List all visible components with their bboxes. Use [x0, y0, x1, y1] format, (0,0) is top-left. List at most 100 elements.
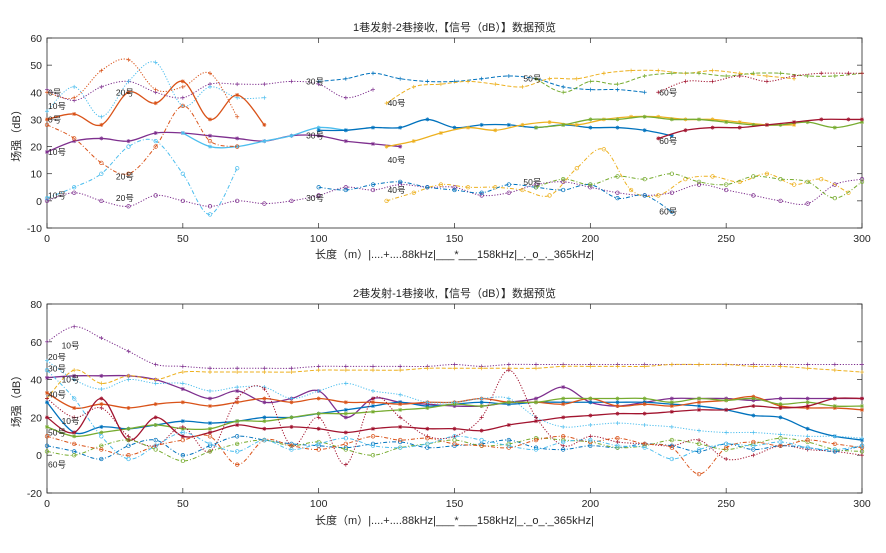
data-point	[235, 144, 240, 149]
data-point	[262, 82, 267, 87]
series-annotation: 0号	[48, 114, 61, 124]
data-point	[235, 136, 240, 141]
series-line-2	[46, 61, 265, 118]
data-point	[683, 79, 688, 84]
data-point	[262, 201, 267, 206]
series-annotation: 60号	[659, 87, 677, 97]
data-point	[615, 400, 620, 405]
data-point	[99, 402, 104, 407]
data-point	[153, 362, 158, 367]
data-point	[778, 396, 783, 401]
data-point	[588, 185, 593, 190]
data-point	[751, 404, 756, 409]
series-line-18	[46, 138, 238, 215]
data-point	[860, 404, 864, 409]
series-line-16	[46, 178, 863, 207]
data-point	[778, 415, 783, 420]
data-point	[506, 182, 511, 187]
data-point	[384, 198, 389, 204]
data-point	[778, 402, 783, 407]
x-tick-label: 50	[177, 498, 189, 510]
data-point	[371, 141, 375, 146]
data-point	[208, 396, 212, 401]
data-point	[534, 125, 538, 130]
data-point	[697, 428, 701, 433]
data-point	[99, 68, 104, 73]
data-point	[180, 381, 185, 386]
series-annotation: 10号	[62, 375, 80, 385]
data-point	[805, 120, 810, 125]
data-point	[778, 176, 783, 182]
data-point	[180, 171, 185, 176]
data-point	[656, 136, 661, 141]
data-point	[44, 449, 50, 454]
data-point	[805, 445, 810, 450]
data-point	[343, 381, 348, 386]
data-point	[371, 368, 375, 373]
data-point	[791, 182, 797, 187]
x-tick-label: 300	[853, 233, 871, 245]
data-point	[588, 125, 593, 130]
series-line-9	[46, 131, 401, 153]
data-point	[262, 400, 267, 405]
data-point	[72, 190, 77, 195]
data-point	[45, 400, 49, 405]
series-line-4	[386, 69, 795, 104]
data-point	[697, 407, 701, 412]
data-point	[615, 174, 620, 179]
data-point	[398, 179, 403, 185]
data-point	[180, 198, 185, 204]
data-point	[180, 458, 185, 464]
data-point	[479, 443, 484, 448]
data-point	[669, 117, 674, 122]
data-point	[846, 190, 851, 195]
data-point	[316, 426, 321, 431]
data-point	[696, 471, 702, 477]
data-point	[642, 445, 647, 450]
data-point	[289, 366, 294, 371]
data-point	[710, 79, 715, 84]
data-point	[669, 456, 674, 462]
data-point	[343, 368, 348, 373]
data-point	[588, 396, 593, 401]
data-point	[126, 377, 131, 382]
data-point	[534, 366, 538, 371]
data-point	[561, 415, 566, 420]
data-point	[751, 443, 756, 448]
data-point	[737, 74, 742, 78]
data-point	[669, 445, 674, 450]
data-point	[99, 396, 104, 401]
data-point	[153, 131, 158, 135]
x-tick-label: 100	[310, 498, 328, 510]
data-point	[588, 182, 593, 187]
data-point	[683, 128, 688, 133]
data-point	[778, 198, 783, 204]
data-point	[832, 434, 837, 439]
data-point	[180, 103, 185, 108]
data-point	[153, 437, 158, 443]
data-point	[751, 174, 756, 179]
data-point	[792, 122, 797, 127]
data-point	[452, 434, 457, 439]
data-point	[778, 405, 783, 410]
data-point	[805, 404, 810, 409]
y-tick-label: 60	[30, 337, 42, 349]
data-point	[846, 117, 851, 122]
data-point	[479, 437, 484, 443]
data-point	[710, 117, 715, 122]
data-point	[697, 117, 701, 122]
data-point	[588, 364, 593, 369]
data-point	[506, 368, 511, 373]
y-axis-label: 场强（dB）	[9, 370, 23, 427]
data-point	[235, 434, 240, 439]
data-point	[180, 84, 185, 89]
data-point	[235, 400, 240, 405]
data-point	[45, 415, 49, 420]
data-point	[207, 204, 213, 209]
data-point	[180, 419, 185, 424]
y-tick-label: 0	[36, 196, 42, 208]
data-point	[452, 125, 457, 130]
data-point	[262, 95, 267, 100]
data-point	[72, 396, 77, 401]
data-point	[316, 447, 321, 452]
